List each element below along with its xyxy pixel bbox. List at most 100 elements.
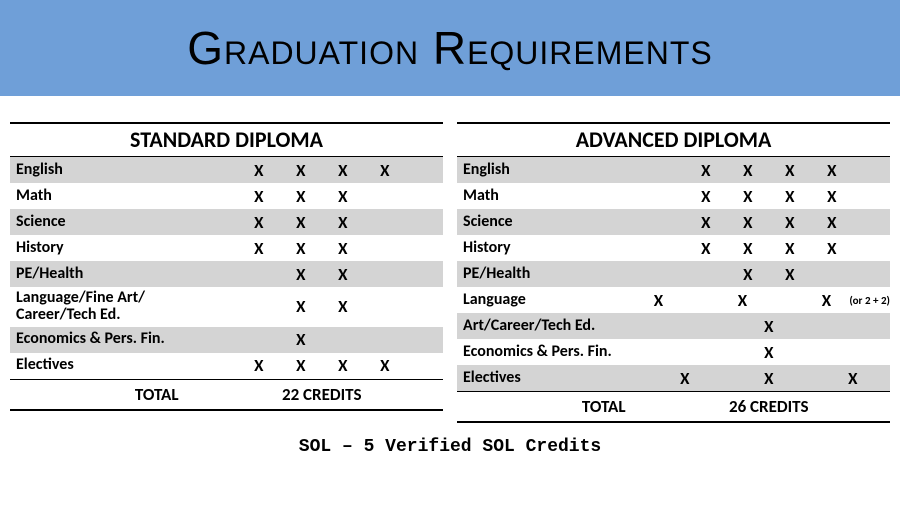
row-marks: XXXX	[648, 238, 890, 259]
mark-cell: X	[664, 368, 706, 389]
mark-cell: X	[685, 160, 727, 181]
mark-cell: X	[811, 160, 853, 181]
mark-cell: X	[727, 212, 769, 233]
mark-cell: X	[685, 212, 727, 233]
row-label: History	[457, 237, 648, 260]
row-marks: X	[201, 329, 443, 350]
table-row: MathXXXX	[457, 183, 890, 209]
row-label: Language/Fine Art/Career/Tech Ed.	[10, 287, 201, 327]
mark-cell: X	[280, 212, 322, 233]
row-label: PE/Health	[10, 263, 201, 286]
mark-cell: X	[832, 368, 874, 389]
mark-cell: X	[364, 160, 406, 181]
table-row: Electives X X X	[457, 365, 890, 391]
mark-cell: X	[238, 212, 280, 233]
row-marks: XXXX	[201, 160, 443, 181]
mark-cell: X	[280, 329, 322, 350]
row-marks: XXXX	[648, 186, 890, 207]
row-marks: XXX	[201, 186, 443, 207]
mark-cell: X	[727, 186, 769, 207]
mark-cell: X	[280, 264, 322, 285]
row-marks: X	[648, 316, 890, 337]
table-row: Economics & Pers. Fin. X	[457, 339, 890, 365]
row-marks: XX	[648, 264, 890, 285]
mark-cell: X	[280, 296, 322, 317]
table-row: EnglishXXXX	[10, 157, 443, 183]
row-marks: XXXX	[201, 355, 443, 376]
table-row: Art/Career/Tech Ed. X	[457, 313, 890, 339]
row-label: Economics & Pers. Fin.	[457, 341, 648, 364]
row-note: (or 2 + 2)	[849, 294, 890, 307]
mark-cell: X	[238, 186, 280, 207]
advanced-total-value: 26 CREDITS	[648, 396, 890, 417]
row-marks: XXX	[201, 238, 443, 259]
mark-cell: X	[727, 264, 769, 285]
row-label: Language	[457, 289, 637, 312]
table-row: ScienceXXX	[10, 209, 443, 235]
title-banner: Graduation Requirements	[0, 0, 900, 96]
mark-cell: X	[748, 316, 790, 337]
row-label: Art/Career/Tech Ed.	[457, 315, 648, 338]
row-marks: XXX	[648, 368, 890, 389]
standard-total-row: TOTAL 22 CREDITS	[10, 379, 443, 411]
mark-cell: X	[637, 290, 679, 311]
mark-cell: X	[280, 160, 322, 181]
table-row: Economics & Pers. Fin. X	[10, 327, 443, 353]
page-title: Graduation Requirements	[187, 21, 713, 75]
row-marks: XX	[201, 296, 443, 317]
row-marks: XX	[201, 264, 443, 285]
row-label: Science	[457, 211, 648, 234]
row-marks: XXXX	[648, 160, 890, 181]
mark-cell: X	[322, 296, 364, 317]
mark-cell: X	[238, 160, 280, 181]
row-label: Math	[457, 185, 648, 208]
table-row: ElectivesXXXX	[10, 353, 443, 379]
mark-cell: X	[280, 238, 322, 259]
mark-cell: X	[322, 212, 364, 233]
mark-cell: X	[748, 368, 790, 389]
row-label: Math	[10, 185, 201, 208]
mark-cell: X	[811, 186, 853, 207]
table-row: LanguageXXX(or 2 + 2)	[457, 287, 890, 313]
table-row: PE/HealthXX	[10, 261, 443, 287]
mark-cell: X	[727, 238, 769, 259]
mark-cell: X	[811, 212, 853, 233]
mark-cell: X	[727, 160, 769, 181]
mark-cell: X	[769, 238, 811, 259]
table-row: PE/HealthXX	[457, 261, 890, 287]
row-marks: XXX(or 2 + 2)	[637, 290, 890, 311]
mark-cell: X	[238, 238, 280, 259]
row-label: PE/Health	[457, 263, 648, 286]
row-marks: X	[648, 342, 890, 363]
mark-cell: X	[769, 186, 811, 207]
table-row: HistoryXXX	[10, 235, 443, 261]
mark-cell: X	[322, 264, 364, 285]
mark-cell: X	[811, 238, 853, 259]
mark-cell: X	[769, 160, 811, 181]
mark-cell: X	[322, 186, 364, 207]
advanced-diploma-title: ADVANCED DIPLOMA	[457, 122, 890, 157]
row-label: Electives	[457, 367, 648, 390]
mark-cell: X	[322, 238, 364, 259]
table-row: HistoryXXXX	[457, 235, 890, 261]
table-row: MathXXX	[10, 183, 443, 209]
row-label: English	[10, 159, 201, 182]
mark-cell: X	[685, 238, 727, 259]
row-label: Electives	[10, 354, 201, 377]
mark-cell: X	[721, 290, 763, 311]
row-label: Economics & Pers. Fin.	[10, 328, 201, 351]
mark-cell: X	[748, 342, 790, 363]
mark-cell: X	[322, 355, 364, 376]
row-label: History	[10, 237, 201, 260]
advanced-total-row: TOTAL 26 CREDITS	[457, 391, 890, 423]
table-row: ScienceXXXX	[457, 209, 890, 235]
table-row: Language/Fine Art/Career/Tech Ed.XX	[10, 287, 443, 327]
advanced-diploma-table: ADVANCED DIPLOMA EnglishXXXXMathXXXXScie…	[457, 122, 890, 423]
mark-cell: X	[322, 160, 364, 181]
row-label: Science	[10, 211, 201, 234]
row-marks: XXX	[201, 212, 443, 233]
tables-container: STANDARD DIPLOMA EnglishXXXXMathXXXScien…	[0, 96, 900, 423]
mark-cell: X	[238, 355, 280, 376]
mark-cell: X	[769, 212, 811, 233]
mark-cell: X	[805, 290, 847, 311]
